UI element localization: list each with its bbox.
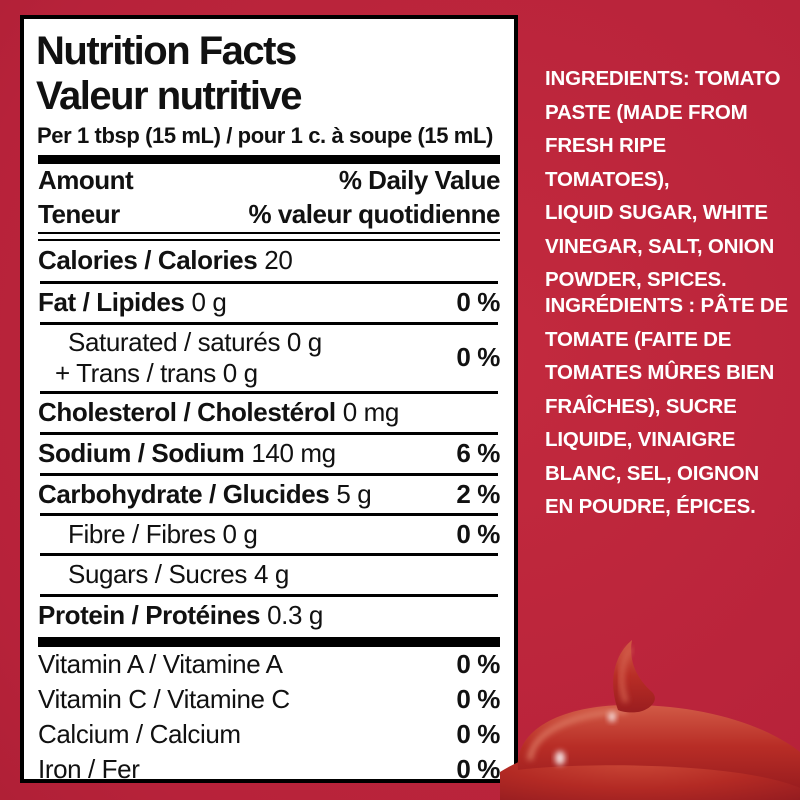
divider <box>40 512 498 516</box>
nutrition-title-en: Nutrition Facts <box>36 29 297 73</box>
amount-header-en: Amount <box>38 165 134 196</box>
fat-value: 0 g <box>191 287 227 318</box>
serving-size: Per 1 tbsp (15 mL) / pour 1 c. à soupe (… <box>37 122 493 148</box>
divider <box>40 431 498 435</box>
iron-label: Iron / Fer <box>38 753 140 783</box>
column-header-fr: Teneur % valeur quotidienne <box>36 198 502 232</box>
divider-double <box>38 231 500 241</box>
row-vitamin-c: Vitamin C / Vitamine C 0 % <box>36 682 502 717</box>
sugars-value: 4 g <box>253 559 289 590</box>
saturated-trans-daily-value: 0 % <box>456 342 500 373</box>
row-carbohydrate: Carbohydrate / Glucides 5 g 2 % <box>36 476 502 513</box>
row-saturated-trans: Saturated / saturés 0 g + Trans / trans … <box>36 325 502 391</box>
cholesterol-label: Cholesterol / Cholestérol <box>38 397 336 428</box>
fibre-daily-value: 0 % <box>456 518 500 549</box>
carbohydrate-value: 5 g <box>336 478 372 509</box>
row-calcium: Calcium / Calcium 0 % <box>36 717 502 752</box>
vitamin-a-label: Vitamin A / Vitamine A <box>38 648 283 679</box>
sodium-value: 140 mg <box>251 438 336 469</box>
carbohydrate-daily-value: 2 % <box>456 478 500 509</box>
divider-thick-bottom <box>38 636 500 647</box>
sodium-label: Sodium / Sodium <box>38 438 245 469</box>
fat-label: Fat / Lipides <box>38 287 185 318</box>
vitamin-c-daily-value: 0 % <box>456 683 500 714</box>
protein-value: 0.3 g <box>267 600 323 631</box>
calcium-label: Calcium / Calcium <box>38 718 241 749</box>
saturated-label: Saturated / saturés 0 g <box>68 326 322 357</box>
row-vitamin-a: Vitamin A / Vitamine A 0 % <box>36 647 502 682</box>
fat-daily-value: 0 % <box>456 287 500 318</box>
row-sugars: Sugars / Sucres 4 g <box>36 556 502 594</box>
daily-value-header-en: % Daily Value <box>338 165 501 196</box>
sodium-daily-value: 6 % <box>456 438 500 469</box>
vitamin-a-daily-value: 0 % <box>456 648 500 679</box>
divider-thick-top <box>38 154 500 164</box>
divider <box>40 552 498 556</box>
sugars-label: Sugars / Sucres <box>68 559 247 590</box>
row-sodium: Sodium / Sodium 140 mg 6 % <box>36 435 502 473</box>
daily-value-header-fr: % valeur quotidienne <box>248 199 501 230</box>
row-iron: Iron / Fer 0 % <box>36 752 502 783</box>
calories-value: 20 <box>264 245 293 276</box>
row-protein: Protein / Protéines 0.3 g <box>36 597 502 635</box>
row-fat: Fat / Lipides 0 g 0 % <box>36 284 502 322</box>
calcium-daily-value: 0 % <box>456 718 500 749</box>
divider <box>40 280 498 284</box>
ingredients-en: INGREDIENTS: TOMATO PASTE (MADE FROM FRE… <box>545 67 781 291</box>
fibre-value: 0 g <box>222 518 258 549</box>
calories-label: Calories / Calories <box>38 245 258 276</box>
fibre-label: Fibre / Fibres <box>68 518 216 549</box>
divider <box>40 472 498 476</box>
cholesterol-value: 0 mg <box>342 397 400 428</box>
divider <box>40 321 498 325</box>
amount-header-fr: Teneur <box>38 199 120 230</box>
iron-daily-value: 0 % <box>456 753 500 783</box>
divider <box>40 390 498 394</box>
divider <box>40 593 498 597</box>
row-cholesterol: Cholesterol / Cholestérol 0 mg <box>36 394 502 432</box>
trans-label: + Trans / trans 0 g <box>55 357 258 388</box>
vitamin-c-label: Vitamin C / Vitamine C <box>38 683 290 714</box>
column-header-en: Amount % Daily Value <box>36 164 502 198</box>
ingredients-fr: INGRÉDIENTS : PÂTE DE TOMATE (FAITE DE T… <box>545 294 788 518</box>
ketchup-dollop-image <box>500 640 800 800</box>
row-fibre: Fibre / Fibres 0 g 0 % <box>36 516 502 553</box>
nutrition-title-fr: Valeur nutritive <box>36 73 302 118</box>
nutrition-facts-panel: Nutrition Facts Valeur nutritive Per 1 t… <box>20 15 518 783</box>
carbohydrate-label: Carbohydrate / Glucides <box>38 478 330 509</box>
protein-label: Protein / Protéines <box>38 600 261 631</box>
row-calories: Calories / Calories 20 <box>36 241 502 281</box>
